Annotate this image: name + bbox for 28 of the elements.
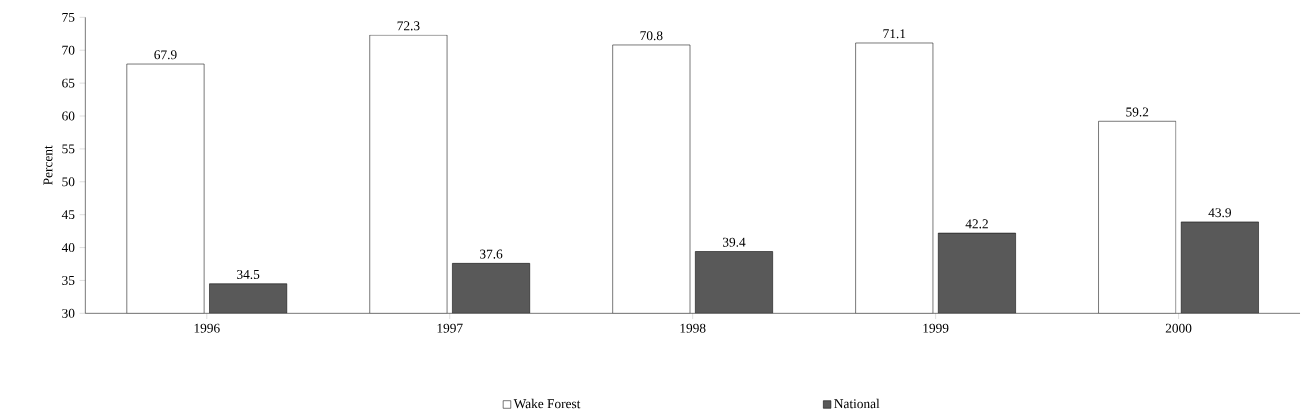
y-tick-label: 45 [61, 210, 75, 220]
y-tick-label: 35 [62, 276, 75, 286]
y-tick-label: 30 [62, 309, 75, 318]
x-tick-label: 2000 [1165, 323, 1192, 333]
y-tick-label: 75 [62, 13, 75, 22]
x-tick-label: 1999 [923, 323, 949, 333]
y-tick-label: 55 [62, 144, 75, 154]
x-tick-label: 1998 [680, 323, 706, 333]
data-label: 39.4 [722, 237, 746, 247]
data-label: 71.1 [883, 29, 906, 39]
y-axis-title: Percent [43, 145, 53, 186]
data-label: 42.2 [965, 219, 988, 229]
data-label: 72.3 [397, 21, 420, 31]
y-tick-label: 70 [62, 45, 75, 55]
y-tick-label: 60 [62, 111, 75, 121]
legend-label: Wake Forest [513, 399, 581, 409]
y-tick-label: 40 [61, 243, 75, 253]
data-label: 67.9 [154, 50, 177, 60]
legend-label: National [834, 399, 880, 409]
data-label: 37.6 [480, 249, 503, 259]
x-tick-label: 1996 [194, 323, 220, 333]
data-label: 59.2 [1126, 107, 1149, 117]
y-tick-label: 50 [62, 177, 75, 187]
y-tick-label: 65 [62, 78, 75, 88]
data-label: 43.9 [1208, 208, 1232, 218]
data-label: 70.8 [640, 31, 663, 41]
x-tick-label: 1997 [437, 323, 463, 333]
data-label: 34.5 [237, 270, 260, 280]
